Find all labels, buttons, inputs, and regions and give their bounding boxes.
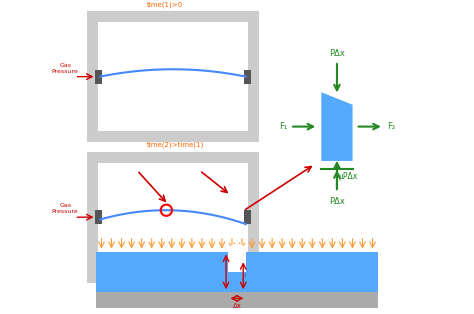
Bar: [95, 70, 102, 84]
Ellipse shape: [228, 244, 246, 259]
Text: t: t: [245, 273, 248, 279]
Text: F₂: F₂: [387, 122, 395, 131]
Text: Δx: Δx: [233, 303, 241, 309]
Bar: [246, 252, 378, 292]
Bar: [96, 252, 228, 292]
Text: Gas
Pressure: Gas Pressure: [52, 63, 79, 73]
Bar: [95, 210, 102, 224]
Bar: [98, 163, 248, 272]
Text: F₁: F₁: [279, 122, 287, 131]
Bar: [87, 11, 259, 142]
Bar: [244, 70, 251, 84]
Bar: [96, 292, 378, 308]
Text: PΔx: PΔx: [329, 49, 345, 58]
Text: t₀: t₀: [218, 269, 224, 275]
Bar: [98, 22, 248, 131]
Polygon shape: [321, 92, 353, 161]
Bar: [244, 210, 251, 224]
Bar: [87, 152, 259, 283]
Text: time(2)>time(1): time(2)>time(1): [147, 142, 204, 149]
Text: PΔx: PΔx: [329, 197, 345, 206]
Text: μPΔx: μPΔx: [338, 172, 358, 181]
Text: time(1)>0: time(1)>0: [147, 1, 183, 8]
Text: Gas
Pressure: Gas Pressure: [52, 203, 79, 214]
Bar: [96, 252, 378, 292]
